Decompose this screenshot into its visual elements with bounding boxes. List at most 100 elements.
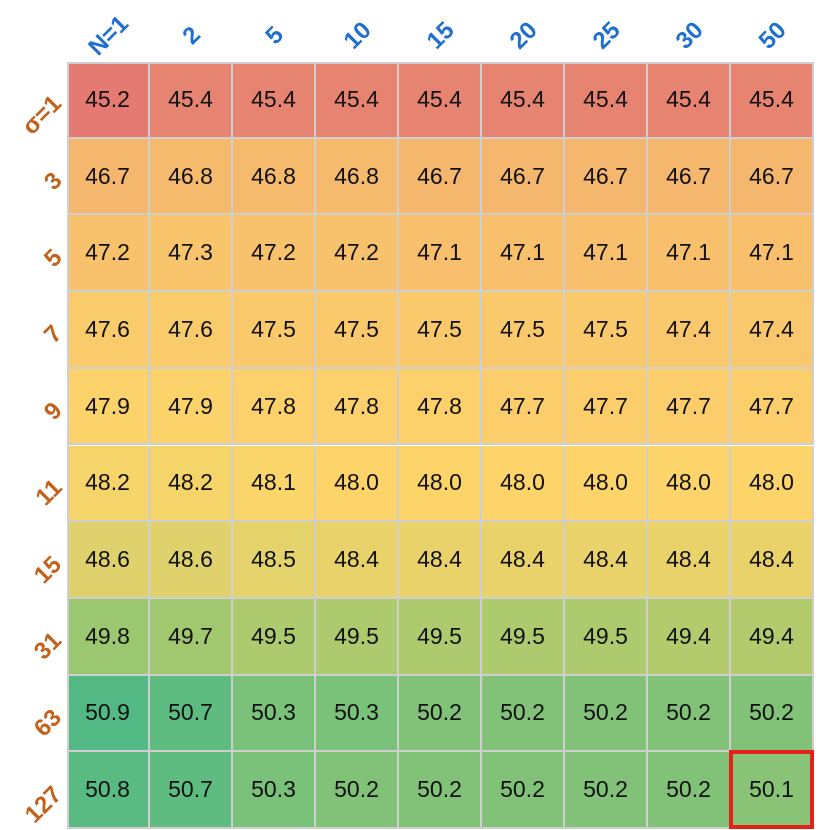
heatmap-cell: 49.5 [565, 598, 648, 676]
heatmap-cell: 47.1 [482, 215, 565, 293]
y-tick-label: 15 [0, 522, 68, 599]
heatmap-cell: 48.4 [399, 522, 482, 599]
heatmap-cell: 45.4 [565, 62, 648, 139]
y-tick-label: 127 [0, 752, 68, 829]
heatmap-cell: 46.8 [150, 138, 233, 216]
heatmap-cell: 48.0 [731, 445, 814, 523]
x-tick-label-text: 10 [338, 16, 377, 55]
x-tick-label: 2 [150, 0, 233, 62]
heatmap-cell: 49.8 [67, 598, 150, 676]
heatmap-cell: 47.6 [150, 292, 233, 369]
heatmap-cell: 47.1 [731, 215, 814, 293]
heatmap-cell: 50.9 [67, 675, 150, 753]
heatmap-cell: 47.7 [731, 368, 814, 446]
heatmap-cell: 48.4 [565, 522, 648, 599]
heatmap-cell: 49.7 [150, 598, 233, 676]
y-tick-label: 9 [0, 369, 68, 446]
x-tick-label: 5 [233, 0, 316, 62]
heatmap-cell: 50.7 [150, 752, 233, 829]
heatmap-cell: 47.1 [648, 215, 731, 293]
x-tick-label: 30 [648, 0, 731, 62]
y-tick-label-text: 9 [38, 397, 68, 426]
heatmap-cell: 49.4 [731, 598, 814, 676]
heatmap-cell: 47.1 [565, 215, 648, 293]
heatmap-cell: 50.2 [648, 752, 731, 829]
heatmap-cell: 46.7 [648, 138, 731, 216]
heatmap-cell: 47.5 [565, 292, 648, 369]
heatmap-cell: 48.6 [150, 522, 233, 599]
heatmap-cell: 48.2 [150, 445, 233, 523]
heatmap-cell: 46.7 [482, 138, 565, 216]
heatmap-cell: 50.3 [316, 675, 399, 753]
heatmap-cell: 50.2 [731, 675, 814, 753]
heatmap-cell: 45.4 [316, 62, 399, 139]
y-tick-label: 11 [0, 446, 67, 523]
x-tick-label: N=1 [67, 0, 150, 62]
heatmap-cell: 46.8 [233, 138, 316, 216]
heatmap-cell: 47.5 [316, 292, 399, 369]
heatmap-cell: 46.7 [67, 138, 150, 216]
y-tick-label-text: 5 [38, 243, 68, 273]
heatmap-cell: 48.2 [67, 445, 150, 523]
y-tick-label: 3 [0, 139, 68, 216]
heatmap-cell: 48.4 [648, 522, 731, 599]
heatmap-cell: 50.2 [316, 752, 399, 829]
heatmap-cell: 47.4 [648, 292, 731, 369]
heatmap-cell: 47.4 [731, 292, 814, 369]
y-tick-label-text: 3 [38, 167, 68, 196]
y-tick-label-text: 15 [29, 550, 68, 589]
heatmap-cell: 47.2 [233, 215, 316, 293]
y-tick-label-text: 127 [19, 780, 68, 829]
y-tick-label-text: 63 [29, 704, 68, 743]
heatmap-cell: 47.7 [565, 368, 648, 446]
heatmap-cell: 50.3 [233, 752, 316, 829]
x-tick-label-text: N=1 [82, 10, 134, 61]
heatmap-cell: 47.5 [233, 292, 316, 369]
heatmap-cell: 47.7 [482, 368, 565, 446]
heatmap-cell: 50.1 [731, 752, 814, 829]
heatmap-cell: 47.8 [233, 368, 316, 446]
y-tick-label: σ=1 [0, 62, 67, 140]
heatmap-cell: 50.2 [482, 675, 565, 753]
heatmap-cell: 47.6 [67, 292, 150, 369]
heatmap-cell: 45.4 [482, 62, 565, 139]
heatmap-cell: 48.5 [233, 522, 316, 599]
x-tick-label: 20 [482, 0, 565, 62]
heatmap-cell: 50.2 [399, 752, 482, 829]
heatmap-cell: 47.8 [316, 368, 399, 446]
x-tick-label: 15 [399, 0, 482, 62]
heatmap-cell: 45.4 [399, 62, 482, 139]
x-tick-label-text: 25 [587, 16, 626, 55]
heatmap-cell: 50.2 [648, 675, 731, 753]
heatmap-cell: 50.3 [233, 675, 316, 753]
x-tick-label-text: 5 [259, 21, 289, 50]
heatmap-cell: 48.0 [399, 445, 482, 523]
heatmap-cell: 49.5 [233, 598, 316, 676]
heatmap-cell: 47.1 [399, 215, 482, 293]
heatmap-cell: 48.4 [731, 522, 814, 599]
y-tick-label-text: 7 [38, 320, 68, 350]
x-tick-label-text: 20 [504, 16, 543, 55]
heatmap-cell: 47.7 [648, 368, 731, 446]
heatmap-cell: 48.1 [233, 445, 316, 523]
heatmap-cell: 49.5 [399, 598, 482, 676]
y-tick-label: 63 [0, 676, 68, 753]
x-tick-label: 50 [731, 0, 814, 62]
x-tick-label-text: 2 [176, 21, 206, 50]
heatmap-cell: 48.4 [316, 522, 399, 599]
heatmap-cell: 45.4 [150, 62, 233, 139]
heatmap-cell: 46.7 [565, 138, 648, 216]
y-tick-label: 7 [0, 292, 68, 369]
heatmap-cell: 47.9 [150, 368, 233, 446]
heatmap-cell: 45.4 [731, 62, 814, 139]
heatmap-cell: 46.7 [731, 138, 814, 216]
y-tick-label: 31 [0, 599, 68, 676]
heatmap-cell: 49.5 [482, 598, 565, 676]
x-tick-label-text: 50 [753, 16, 792, 55]
heatmap-cell: 49.5 [316, 598, 399, 676]
y-tick-label-text: 31 [29, 627, 68, 666]
heatmap-cell: 48.0 [648, 445, 731, 523]
heatmap-cell: 48.0 [482, 445, 565, 523]
heatmap-cell: 48.4 [482, 522, 565, 599]
